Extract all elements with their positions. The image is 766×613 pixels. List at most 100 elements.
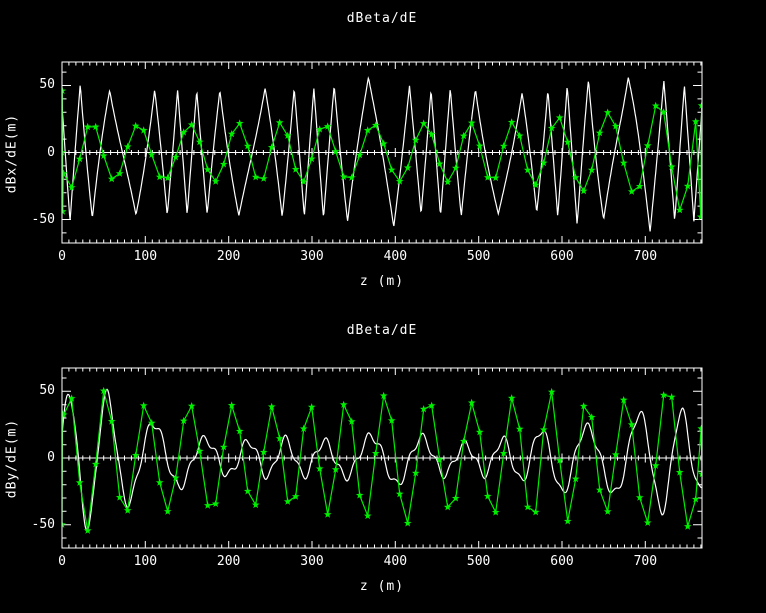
star-marker <box>243 487 252 495</box>
star-marker <box>179 416 188 425</box>
series-dBx-dE-sampled-markers <box>62 86 702 221</box>
star-marker <box>371 449 380 457</box>
star-marker <box>691 117 700 125</box>
star-marker <box>219 443 228 451</box>
star-marker <box>347 417 356 425</box>
star-marker <box>619 396 628 404</box>
x-tick-label: 100 <box>133 554 158 569</box>
star-marker <box>451 494 460 502</box>
star-marker <box>563 138 572 146</box>
star-marker <box>619 159 628 167</box>
star-marker <box>507 394 516 402</box>
x-tick-label: 0 <box>58 249 66 264</box>
star-marker <box>507 118 516 126</box>
star-marker <box>483 492 492 500</box>
star-marker <box>515 131 524 140</box>
star-marker <box>211 177 220 185</box>
x-tick-label: 700 <box>633 249 658 264</box>
star-marker <box>555 113 564 121</box>
star-marker <box>595 485 604 494</box>
star-marker <box>211 499 220 507</box>
top-plot-title: dBeta/dE <box>346 11 418 26</box>
plot-box <box>61 61 703 244</box>
star-marker <box>475 141 484 150</box>
star-marker <box>187 120 196 128</box>
star-marker <box>379 391 388 399</box>
bottom-plot-x-axis-label: z (m) <box>359 579 405 594</box>
x-tick-label: 400 <box>383 554 408 569</box>
star-marker <box>243 142 252 150</box>
star-marker <box>539 425 548 433</box>
star-marker <box>115 169 124 177</box>
star-marker <box>62 148 66 156</box>
star-marker <box>475 428 484 436</box>
star-marker <box>323 122 332 130</box>
y-tick-label: 50 <box>39 77 55 93</box>
star-marker <box>91 460 100 468</box>
star-marker <box>667 393 676 401</box>
star-marker <box>62 207 67 215</box>
star-marker <box>219 160 228 168</box>
star-marker <box>131 451 140 459</box>
star-marker <box>571 173 580 181</box>
star-marker <box>62 410 68 418</box>
star-marker <box>579 186 588 195</box>
star-marker <box>371 121 380 129</box>
star-marker <box>651 461 660 469</box>
star-marker <box>395 177 404 185</box>
star-marker <box>547 387 556 396</box>
x-tick-label: 500 <box>466 249 491 264</box>
star-marker <box>91 122 100 131</box>
star-marker <box>171 153 180 161</box>
star-marker <box>499 449 508 457</box>
star-marker <box>331 465 340 473</box>
star-marker <box>531 180 540 189</box>
star-marker <box>203 501 212 509</box>
star-marker <box>603 108 612 116</box>
star-marker <box>323 510 332 518</box>
x-tick-label: 100 <box>133 249 158 264</box>
star-marker <box>291 492 300 500</box>
star-marker <box>523 503 532 511</box>
star-marker <box>259 174 268 182</box>
y-tick-label: -50 <box>31 211 55 227</box>
star-marker <box>251 173 260 181</box>
star-marker <box>435 159 444 168</box>
star-marker <box>83 526 92 534</box>
x-tick-label: 600 <box>550 554 574 569</box>
star-marker <box>659 108 668 116</box>
star-marker <box>155 478 164 486</box>
star-marker <box>315 125 324 133</box>
star-marker <box>62 86 67 95</box>
star-marker <box>195 138 204 146</box>
star-marker <box>635 182 644 190</box>
star-marker <box>427 401 436 409</box>
x-tick-label: 300 <box>300 554 324 569</box>
star-marker <box>419 119 428 127</box>
star-marker <box>363 511 372 520</box>
star-marker <box>363 126 372 134</box>
star-marker <box>163 507 172 515</box>
star-marker <box>62 520 66 528</box>
star-marker <box>643 518 652 526</box>
series-dBx-dE-unsampled-line <box>62 76 702 232</box>
y-tick-label: 0 <box>47 450 55 465</box>
star-marker <box>587 413 596 421</box>
star-marker <box>395 490 404 498</box>
zero-axis-line <box>61 453 702 463</box>
star-marker <box>347 173 356 181</box>
star-marker <box>547 124 556 132</box>
y-tick-label: 0 <box>47 144 55 160</box>
star-marker <box>299 424 308 432</box>
top-plot-x-axis-label: z (m) <box>359 274 405 289</box>
star-marker <box>611 450 620 458</box>
star-marker <box>387 165 396 174</box>
star-marker <box>523 166 532 174</box>
star-marker <box>595 129 604 137</box>
star-marker <box>307 403 316 411</box>
star-marker <box>499 142 508 150</box>
star-marker <box>123 142 132 150</box>
star-marker <box>267 143 276 151</box>
star-marker <box>667 162 676 170</box>
x-tick-label: 500 <box>466 554 491 569</box>
